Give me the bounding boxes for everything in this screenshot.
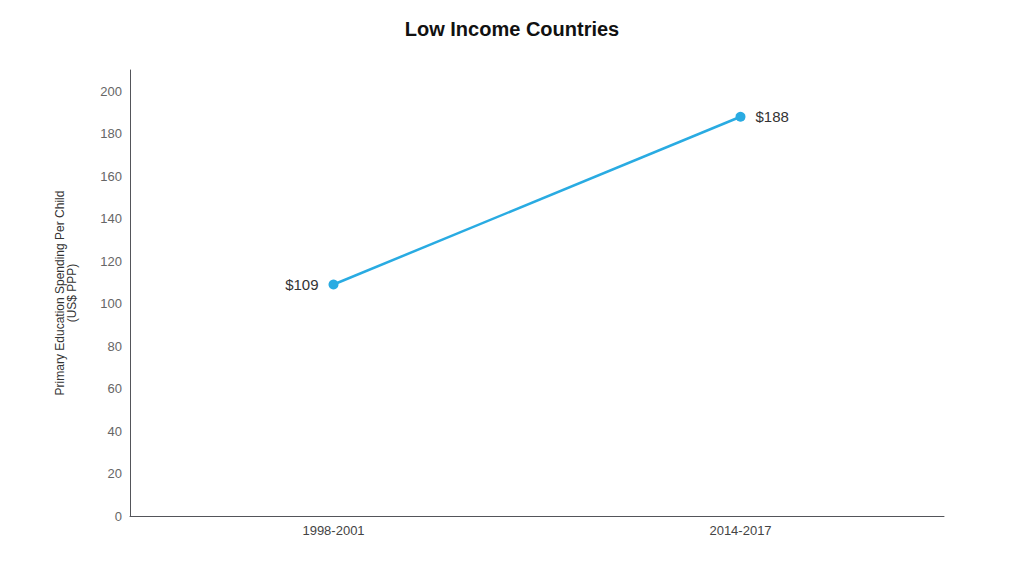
svg-text:60: 60 [108,381,122,396]
svg-text:120: 120 [100,254,122,269]
svg-text:100: 100 [100,296,122,311]
svg-text:160: 160 [100,169,122,184]
svg-text:0: 0 [115,509,122,524]
svg-text:80: 80 [108,339,122,354]
svg-text:40: 40 [108,424,122,439]
svg-text:Primary Education Spending Per: Primary Education Spending Per Child [53,190,67,396]
svg-text:(US$ PPP): (US$ PPP) [65,264,79,323]
svg-text:140: 140 [100,211,122,226]
svg-text:$109: $109 [285,276,318,293]
svg-text:200: 200 [100,84,122,99]
svg-text:2014-2017: 2014-2017 [709,523,771,538]
svg-text:20: 20 [108,466,122,481]
svg-text:Low Income Countries: Low Income Countries [405,18,619,40]
svg-text:1998-2001: 1998-2001 [302,523,364,538]
svg-text:$188: $188 [756,108,789,125]
svg-text:180: 180 [100,126,122,141]
